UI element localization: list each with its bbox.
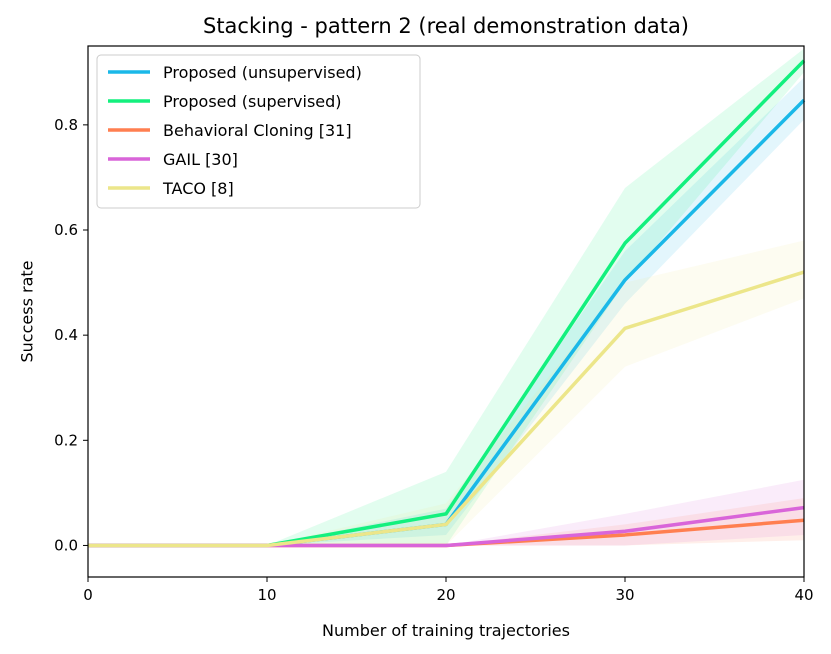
y-tick-label: 0.6 (54, 221, 78, 239)
legend: Proposed (unsupervised) Proposed (supervi… (96, 54, 421, 209)
y-axis-ticks: 0.0 0.2 0.4 0.6 0.8 (54, 116, 88, 554)
confidence-band-3 (88, 479, 804, 546)
y-tick-label: 0.4 (54, 326, 78, 344)
x-tick-label: 40 (794, 586, 813, 604)
legend-entry: GAIL [30] (163, 150, 238, 169)
x-tick-label: 30 (615, 586, 634, 604)
series-lines (88, 59, 806, 548)
legend-entry: TACO [8] (162, 179, 234, 198)
chart-title: Stacking - pattern 2 (real demonstration… (203, 14, 689, 38)
series-line-4 (88, 270, 805, 548)
y-tick-label: 0.8 (54, 116, 78, 134)
x-tick-label: 0 (83, 586, 93, 604)
y-tick-label: 0.2 (54, 431, 78, 449)
x-axis-label: Number of training trajectories (322, 621, 570, 640)
x-axis-ticks: 0 10 20 30 40 (83, 577, 814, 604)
x-tick-label: 20 (436, 586, 455, 604)
confidence-band-4 (88, 240, 804, 546)
y-tick-label: 0.0 (54, 536, 78, 554)
legend-frame (96, 54, 421, 209)
legend-entry: Proposed (unsupervised) (163, 63, 362, 82)
x-tick-label: 10 (257, 586, 276, 604)
y-axis-label: Success rate (18, 261, 37, 363)
legend-entry: Behavioral Cloning [31] (163, 121, 352, 140)
legend-entry: Proposed (supervised) (163, 92, 342, 111)
